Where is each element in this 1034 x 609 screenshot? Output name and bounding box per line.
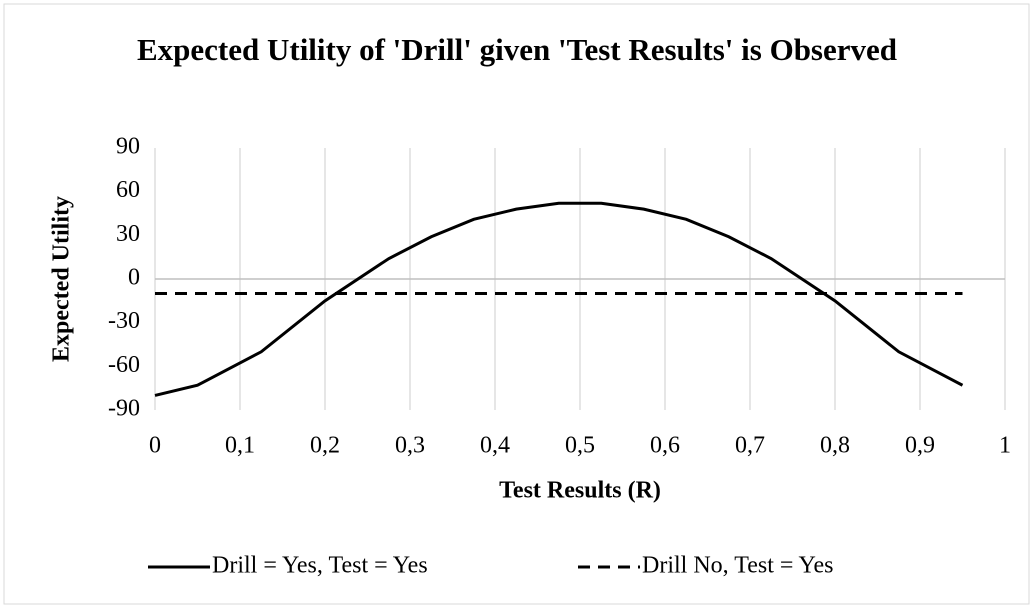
legend-label: Drill = Yes, Test = Yes: [212, 553, 428, 579]
series-line: [154, 201, 964, 397]
x-tick-label: 0,1: [225, 433, 255, 459]
x-tick-label: 0,5: [565, 433, 595, 459]
y-tick-label: -30: [108, 308, 140, 334]
x-tick-label: 0,8: [820, 433, 850, 459]
x-tick-label: 1: [999, 433, 1011, 459]
y-axis-label: Expected Utility: [49, 196, 75, 362]
x-tick-label: 0,3: [395, 433, 425, 459]
x-tick-label: 0,7: [735, 433, 765, 459]
y-tick-label: 90: [116, 134, 140, 160]
x-tick-label: 0,4: [480, 433, 510, 459]
x-tick-label: 0,2: [310, 433, 340, 459]
y-tick-label: 30: [116, 221, 140, 247]
chart-title: Expected Utility of 'Drill' given 'Test …: [136, 32, 898, 67]
x-axis-label: Test Results (R): [499, 478, 661, 504]
x-tick-label: 0,9: [905, 433, 935, 459]
y-tick-label: -90: [108, 396, 140, 422]
y-tick-label: 60: [116, 177, 140, 203]
chart-border: [3, 3, 1030, 605]
x-tick-label: 0,6: [650, 433, 680, 459]
y-tick-label: 0: [128, 265, 140, 291]
x-tick-label: 0: [149, 433, 161, 459]
legend-label: Drill No, Test = Yes: [642, 553, 833, 579]
y-tick-label: -60: [108, 352, 140, 378]
